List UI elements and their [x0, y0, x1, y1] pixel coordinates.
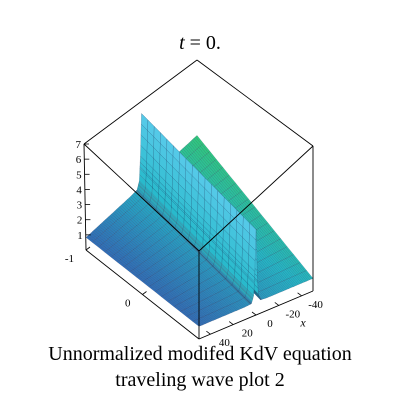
- z-tick-label: 5: [76, 169, 82, 181]
- plot-title: t = 0.: [0, 32, 400, 55]
- caption-line-1: Unnormalized modifed KdV equation: [48, 343, 352, 365]
- x-tick-mark: [206, 330, 211, 335]
- z-tick-label: 1: [77, 230, 83, 242]
- axis-ticks: 1 2 3 4 5 6 7 -40 -20 0 20 40 -1 0 x: [65, 139, 324, 349]
- z-tick-label: 7: [76, 139, 82, 151]
- time-variable: t: [179, 32, 185, 54]
- x-tick-label: -20: [285, 308, 300, 320]
- y-tick-mark: [85, 246, 91, 251]
- box-edge: [196, 59, 314, 147]
- z-tick-label: 6: [76, 154, 82, 166]
- time-value: = 0.: [184, 32, 221, 54]
- y-tick-label: 0: [125, 298, 131, 310]
- box-edge: [83, 59, 198, 145]
- caption-line-2: traveling wave plot 2: [115, 369, 285, 391]
- y-tick-label: -1: [65, 253, 74, 265]
- z-tick-label: 2: [77, 215, 83, 227]
- x-tick-label: -40: [308, 299, 323, 311]
- box-edge: [83, 143, 200, 252]
- x-tick-mark: [274, 302, 280, 306]
- box-edge: [198, 145, 314, 252]
- x-tick-label: 0: [267, 318, 273, 330]
- z-tick-label: 3: [77, 200, 83, 212]
- x-tick-mark: [297, 292, 302, 297]
- z-tick-label: 4: [76, 184, 82, 196]
- surface-mesh: [85, 113, 314, 327]
- x-tick-label: 40: [219, 337, 231, 349]
- x-tick-label: 20: [242, 328, 254, 340]
- box-edge: [83, 143, 87, 251]
- x-tick-mark: [228, 321, 234, 325]
- bounding-box: [83, 59, 314, 340]
- x-axis-label: x: [299, 315, 306, 329]
- y-tick-mark: [142, 291, 147, 295]
- x-tick-mark: [251, 311, 257, 316]
- box-edge: [198, 290, 314, 340]
